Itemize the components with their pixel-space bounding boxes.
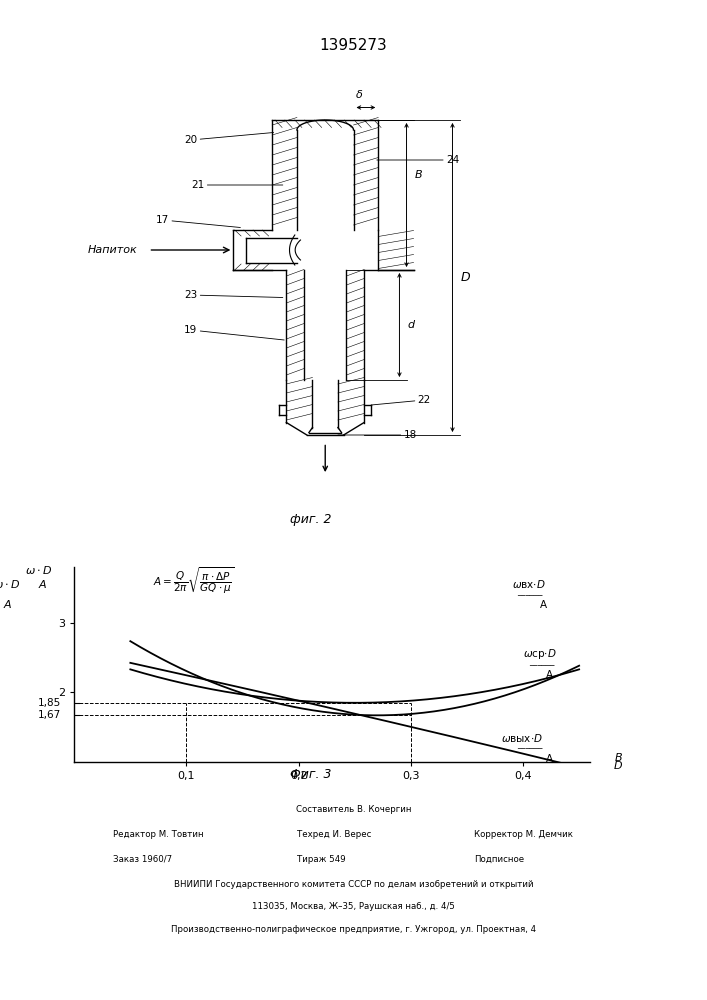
Text: D: D xyxy=(614,761,623,771)
Text: 1,85: 1,85 xyxy=(37,698,61,708)
Text: $\omega\cdot D$: $\omega\cdot D$ xyxy=(25,564,52,576)
Text: Корректор М. Демчик: Корректор М. Демчик xyxy=(474,830,573,839)
Text: A: A xyxy=(546,754,553,764)
Text: A: A xyxy=(540,600,547,610)
Text: A: A xyxy=(3,600,11,610)
Text: Составитель В. Кочергин: Составитель В. Кочергин xyxy=(296,805,411,814)
Text: 1395273: 1395273 xyxy=(320,37,387,52)
Text: $\omega$вх$\cdot D$: $\omega$вх$\cdot D$ xyxy=(512,578,546,590)
Text: B: B xyxy=(415,170,423,180)
Text: 21: 21 xyxy=(192,180,283,190)
Text: ──────: ────── xyxy=(518,593,543,599)
Text: ──────: ────── xyxy=(529,663,554,669)
Text: 17: 17 xyxy=(156,215,240,228)
Text: Тираж 549: Тираж 549 xyxy=(297,855,346,864)
Text: 18: 18 xyxy=(338,430,416,440)
Text: ВНИИПИ Государственного комитета СССР по делам изобретений и открытий: ВНИИПИ Государственного комитета СССР по… xyxy=(174,880,533,889)
Text: d: d xyxy=(408,320,415,330)
Text: $\delta$: $\delta$ xyxy=(355,88,363,100)
Text: D: D xyxy=(461,271,471,284)
Text: Техред И. Верес: Техред И. Верес xyxy=(297,830,371,839)
Text: $\omega$ср$\cdot D$: $\omega$ср$\cdot D$ xyxy=(523,647,557,661)
Text: B: B xyxy=(614,753,622,763)
Text: Редактор М. Товтин: Редактор М. Товтин xyxy=(113,830,204,839)
Text: 22: 22 xyxy=(371,395,431,405)
Text: $\omega$вых$\cdot D$: $\omega$вых$\cdot D$ xyxy=(501,732,542,744)
Text: Производственно-полиграфическое предприятие, г. Ужгород, ул. Проектная, 4: Производственно-полиграфическое предприя… xyxy=(171,925,536,934)
Text: Заказ 1960/7: Заказ 1960/7 xyxy=(113,855,173,864)
Text: 23: 23 xyxy=(185,290,283,300)
Text: 113035, Москва, Ж–35, Раушская наб., д. 4/5: 113035, Москва, Ж–35, Раушская наб., д. … xyxy=(252,902,455,911)
Text: Фиг. 3: Фиг. 3 xyxy=(291,768,332,782)
Text: 24: 24 xyxy=(377,155,459,165)
Text: $\omega\cdot D$: $\omega\cdot D$ xyxy=(0,578,21,590)
Text: A: A xyxy=(546,670,553,680)
Text: A: A xyxy=(39,580,46,590)
Text: ──────: ────── xyxy=(518,746,543,752)
Text: Подписное: Подписное xyxy=(474,855,524,864)
Text: 1,67: 1,67 xyxy=(37,710,61,720)
Text: $A=\dfrac{Q}{2\pi}\sqrt{\dfrac{\pi\cdot\Delta P}{GQ\cdot\mu}}$: $A=\dfrac{Q}{2\pi}\sqrt{\dfrac{\pi\cdot\… xyxy=(153,565,234,597)
Text: Напиток: Напиток xyxy=(88,245,138,255)
Text: 19: 19 xyxy=(185,325,284,340)
Text: 20: 20 xyxy=(185,133,274,145)
Text: фиг. 2: фиг. 2 xyxy=(291,514,332,526)
